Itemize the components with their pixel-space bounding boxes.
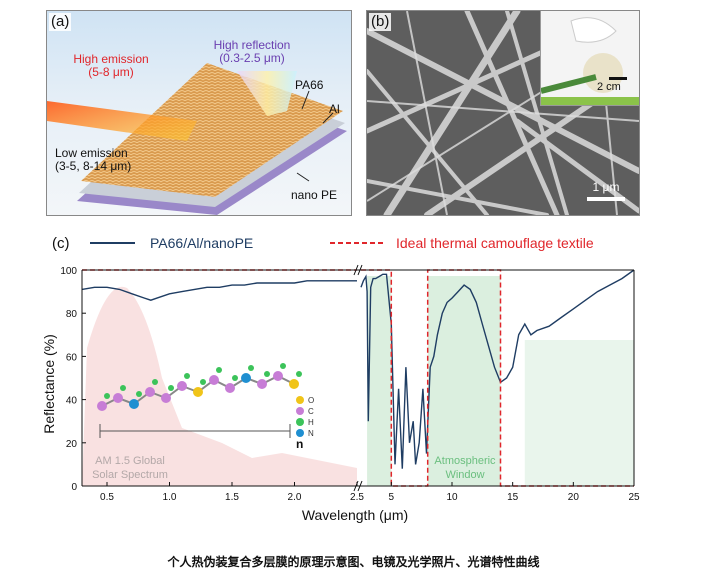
x-tick-label: 2.5: [350, 492, 364, 503]
axis-break-top: [353, 264, 363, 276]
optical-photo-inset: 2 cm: [540, 11, 639, 106]
y-tick-label: 80: [66, 309, 78, 320]
atm-window-label-1: Atmospheric: [434, 455, 496, 467]
molecule-repeat-n: n: [296, 437, 303, 451]
molecule-hydrogen: [136, 391, 142, 397]
molecule-atom: [129, 399, 139, 409]
molecule-legend-dot: [296, 429, 304, 437]
emission-beam: [47, 101, 197, 141]
sem-image-panel: 2 cm (b) 1 μm: [366, 10, 640, 216]
solar-spectrum-label-1: AM 1.5 Global: [95, 455, 165, 467]
molecule-legend-dot: [296, 396, 304, 404]
x-axis-title: Wavelength (μm): [302, 507, 408, 523]
molecule-atom: [225, 383, 235, 393]
molecule-atom: [177, 381, 187, 391]
molecule-legend-label: C: [308, 407, 314, 416]
molecule-legend-label: O: [308, 396, 314, 405]
molecule-hydrogen: [296, 371, 302, 377]
molecule-hydrogen: [264, 371, 270, 377]
panel-c-label: (c): [52, 235, 70, 252]
molecule-hydrogen: [168, 385, 174, 391]
reflection-beam: [237, 71, 297, 116]
pa66-label: PA66: [295, 78, 324, 92]
panel-b-label: (b): [369, 13, 392, 31]
x-tick-label: 0.5: [100, 492, 114, 503]
skeletal-formula: [99, 424, 291, 438]
molecule-atom: [97, 401, 107, 411]
molecule-hydrogen: [232, 375, 238, 381]
y-tick-label: 40: [66, 396, 78, 407]
atmospheric-window-area-2: [427, 276, 501, 486]
molecule-atom: [193, 387, 203, 397]
x-tick-label: 20: [568, 492, 580, 503]
molecule-atom: [289, 379, 299, 389]
figure-caption: 个人热伪装复合多层膜的原理示意图、电镜及光学照片、光谱特性曲线: [167, 555, 540, 569]
al-label: Al: [329, 102, 340, 116]
panel-a-label: (a): [49, 13, 72, 31]
molecule-hydrogen: [280, 363, 286, 369]
molecule-legend-dot: [296, 407, 304, 415]
molecule-hydrogen: [184, 373, 190, 379]
y-tick-label: 60: [66, 352, 78, 363]
x-tick-label: 15: [507, 492, 519, 503]
x-tick-label: 1.0: [163, 492, 177, 503]
molecule-atom: [161, 393, 171, 403]
inset-scale-label: 2 cm: [597, 81, 621, 93]
x-tick-label: 1.5: [225, 492, 239, 503]
molecule-atom: [257, 379, 267, 389]
molecule-hydrogen: [248, 365, 254, 371]
dandelion-photo: [540, 17, 639, 105]
sem-fibers-image: [367, 11, 639, 215]
molecule-legend-label: H: [308, 418, 314, 427]
x-tick-label: 2.0: [288, 492, 302, 503]
atm-window-label-2: Window: [445, 469, 484, 481]
legend-dashed-label: Ideal thermal camouflage textile: [396, 235, 594, 251]
y-axis-title: Reflectance (%): [41, 334, 57, 434]
molecule-atom: [273, 371, 283, 381]
molecule-hydrogen: [104, 393, 110, 399]
sem-scale-label: 1 μm: [592, 180, 620, 194]
molecule-legend-label: N: [308, 429, 314, 438]
x-tick-label: 10: [446, 492, 458, 503]
y-tick-label: 20: [66, 439, 78, 450]
molecule-hydrogen: [152, 379, 158, 385]
solar-spectrum-label-2: Solar Spectrum: [92, 469, 168, 481]
molecule-hydrogen: [216, 367, 222, 373]
atmospheric-window-area-3: [524, 340, 634, 486]
x-tick-label: 5: [389, 492, 395, 503]
schematic-panel: (a) High emission (5-8 μm) High reflectio…: [46, 10, 352, 216]
molecule-atom: [209, 375, 219, 385]
solar-spectrum-area: [82, 286, 357, 486]
schematic-illustration: [47, 63, 347, 215]
molecule-atom: [145, 387, 155, 397]
high-reflection-label: High reflection (0.3-2.5 μm): [213, 38, 291, 65]
molecule-hydrogen: [120, 385, 126, 391]
x-tick-label: 25: [628, 492, 640, 503]
atmospheric-window-area-1: [367, 276, 392, 486]
ideal-line-segment-2: [361, 269, 634, 487]
molecule-legend-dot: [296, 418, 304, 426]
molecule-atom: [241, 373, 251, 383]
high-emission-label: High emission (5-8 μm): [73, 52, 149, 79]
measured-line-segment-1: [81, 280, 357, 301]
molecule-atom: [113, 393, 123, 403]
sem-scale-bar: [587, 197, 625, 201]
molecule-hydrogen: [200, 379, 206, 385]
measured-line-segment-2: [360, 269, 635, 469]
legend-solid-label: PA66/Al/nanoPE: [150, 235, 253, 251]
pe-label: nano PE: [291, 188, 338, 202]
y-tick-label: 100: [60, 266, 77, 277]
inset-scale-bar: [609, 77, 627, 80]
y-tick-label: 0: [71, 482, 77, 493]
low-emission-label: Low emission (3-5, 8-14 μm): [55, 146, 132, 173]
